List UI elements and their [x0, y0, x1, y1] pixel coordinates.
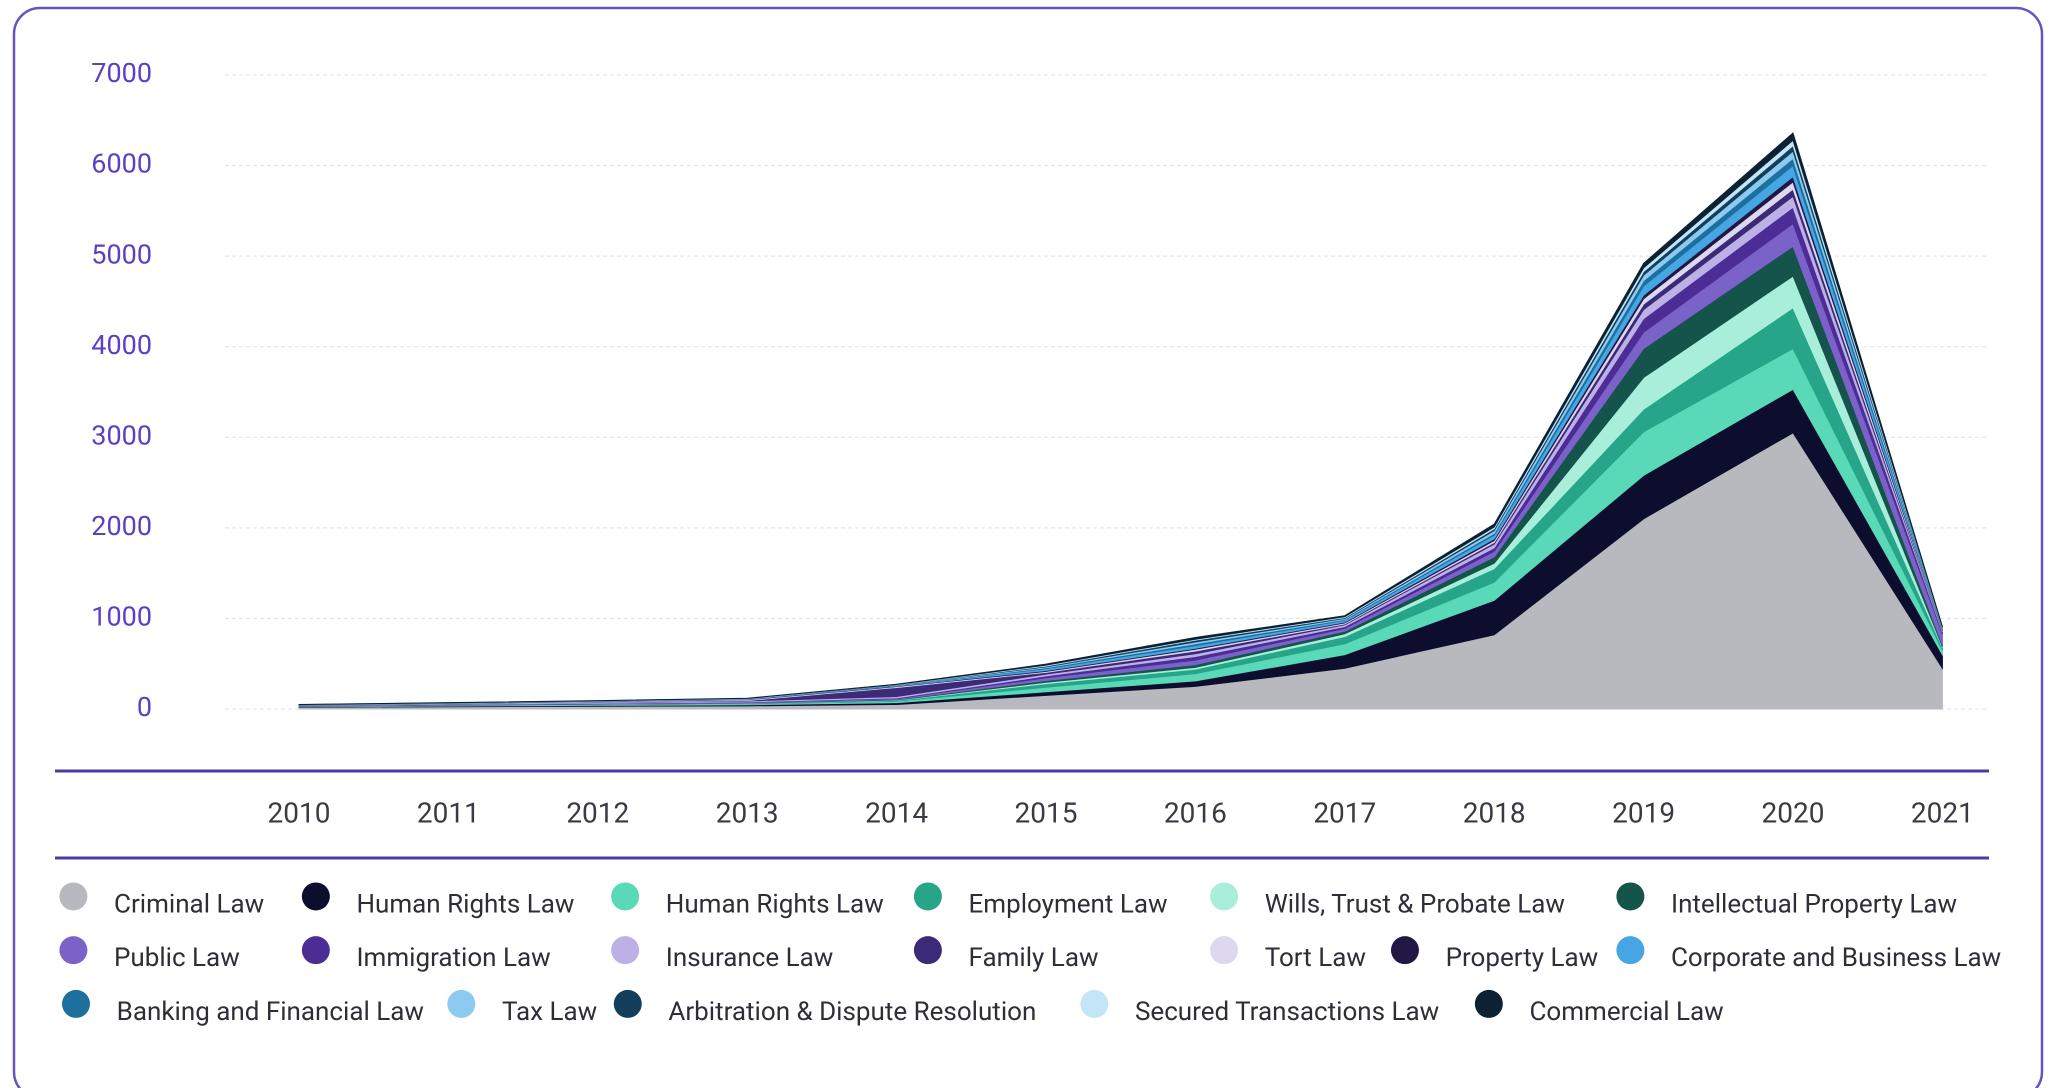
legend-swatch	[62, 989, 91, 1018]
x-tick-label: 2015	[1015, 796, 1078, 829]
legend-label: Secured Transactions Law	[1135, 997, 1439, 1027]
legend-swatch	[1080, 989, 1109, 1018]
legend-swatch	[301, 882, 330, 911]
legend-swatch	[59, 882, 88, 911]
legend-swatch	[1616, 882, 1645, 911]
legend-label: Banking and Financial Law	[117, 997, 424, 1027]
legend-label: Corporate and Business Law	[1671, 943, 2001, 973]
y-tick-label: 7000	[91, 57, 152, 89]
x-tick-label: 2014	[865, 796, 928, 829]
legend-label: Arbitration & Dispute Resolution	[668, 997, 1036, 1027]
legend-label: Tort Law	[1265, 943, 1366, 973]
legend-swatch	[1616, 936, 1645, 965]
x-tick-label: 2018	[1463, 796, 1526, 829]
card	[12, 6, 2044, 1088]
y-tick-label: 6000	[91, 148, 152, 180]
legend-label: Human Rights Law	[356, 889, 574, 919]
y-tick-label: 5000	[91, 238, 152, 270]
y-tick-label: 3000	[91, 419, 152, 451]
legend-swatch	[447, 989, 476, 1018]
legend-label: Commercial Law	[1529, 997, 1723, 1027]
area	[298, 132, 1943, 706]
legend-label: Wills, Trust & Probate Law	[1265, 889, 1565, 919]
x-tick-label: 2016	[1164, 796, 1227, 829]
x-tick-label: 2013	[716, 796, 779, 829]
x-tick-label: 2020	[1762, 796, 1825, 829]
legend-swatch	[301, 936, 330, 965]
y-tick-label: 2000	[91, 510, 152, 542]
legend-swatch	[1390, 936, 1419, 965]
legend-label: Criminal Law	[114, 889, 264, 919]
legend-label: Immigration Law	[356, 943, 550, 973]
legend-swatch	[1474, 989, 1503, 1018]
legend-label: Intellectual Property Law	[1671, 889, 1957, 919]
legend-label: Public Law	[114, 943, 240, 973]
legend-swatch	[913, 882, 942, 911]
legend-label: Property Law	[1446, 943, 1599, 973]
x-tick-label: 2011	[417, 796, 480, 829]
legend-swatch	[613, 989, 642, 1018]
legend-label: Employment Law	[969, 889, 1168, 919]
legend-swatch	[59, 936, 88, 965]
legend-label: Human Rights Law	[666, 889, 884, 919]
x-tick-label: 2017	[1313, 796, 1376, 829]
legend-swatch	[913, 936, 942, 965]
y-tick-label: 1000	[91, 601, 152, 633]
legend-label: Tax Law	[502, 997, 597, 1027]
legend-swatch	[1210, 882, 1239, 911]
x-tick-label: 2012	[566, 796, 629, 829]
y-tick-label: 0	[137, 691, 152, 723]
legend-swatch	[611, 936, 640, 965]
legend-swatch	[611, 882, 640, 911]
x-tick-label: 2019	[1612, 796, 1675, 829]
legend-label: Insurance Law	[666, 943, 834, 973]
legend-label: Family Law	[969, 943, 1099, 973]
legend-swatch	[1210, 936, 1239, 965]
y-tick-label: 4000	[91, 329, 152, 361]
x-tick-label: 2021	[1911, 796, 1974, 829]
x-tick-label: 2010	[268, 796, 331, 829]
